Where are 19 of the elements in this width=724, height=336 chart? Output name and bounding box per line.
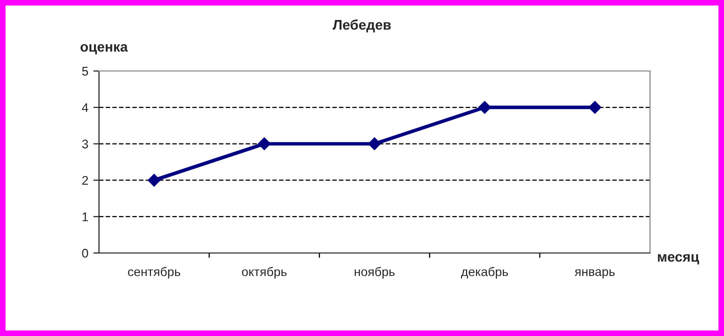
y-tick-label: 1 bbox=[82, 212, 88, 222]
x-tick-label: январь bbox=[574, 269, 615, 279]
x-tick-label: октябрь bbox=[242, 266, 287, 279]
point bbox=[368, 137, 381, 150]
x-tick-label: декабрь bbox=[461, 266, 508, 279]
point bbox=[258, 137, 271, 150]
x-axis-title: месяц bbox=[658, 254, 700, 264]
point bbox=[588, 100, 602, 114]
point bbox=[478, 100, 492, 114]
x-tick-label: сентябрь bbox=[128, 266, 180, 279]
y-tick-label: 3 bbox=[82, 140, 88, 148]
point bbox=[148, 174, 161, 187]
chart-title: Лебедев bbox=[332, 19, 391, 32]
x-tick-label: ноябрь bbox=[354, 266, 395, 279]
y-tick-label: 0 bbox=[82, 248, 88, 258]
y-axis-title: оценка bbox=[80, 44, 128, 54]
y-tick-label: 4 bbox=[82, 103, 88, 112]
y-tick-label: 5 bbox=[82, 66, 88, 76]
y-tick-label: 2 bbox=[82, 176, 88, 185]
